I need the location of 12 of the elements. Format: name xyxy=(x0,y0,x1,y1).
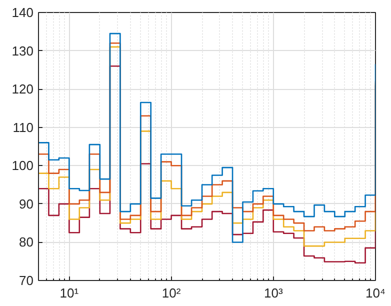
x-tick-label: 10² xyxy=(162,286,182,300)
y-tick-label: 120 xyxy=(12,82,34,97)
x-tick-label: 10¹ xyxy=(60,286,80,300)
y-tick-label: 100 xyxy=(12,158,34,174)
x-tick-label: 10⁴ xyxy=(365,286,386,300)
y-tick-label: 130 xyxy=(12,43,34,58)
y-tick-label: 110 xyxy=(12,120,34,135)
x-tick-label: 10³ xyxy=(264,286,284,300)
y-tick-label: 90 xyxy=(19,196,34,212)
y-tick-label: 70 xyxy=(19,273,34,288)
y-tick-label: 80 xyxy=(19,234,34,250)
y-tick-label: 140 xyxy=(12,5,34,20)
